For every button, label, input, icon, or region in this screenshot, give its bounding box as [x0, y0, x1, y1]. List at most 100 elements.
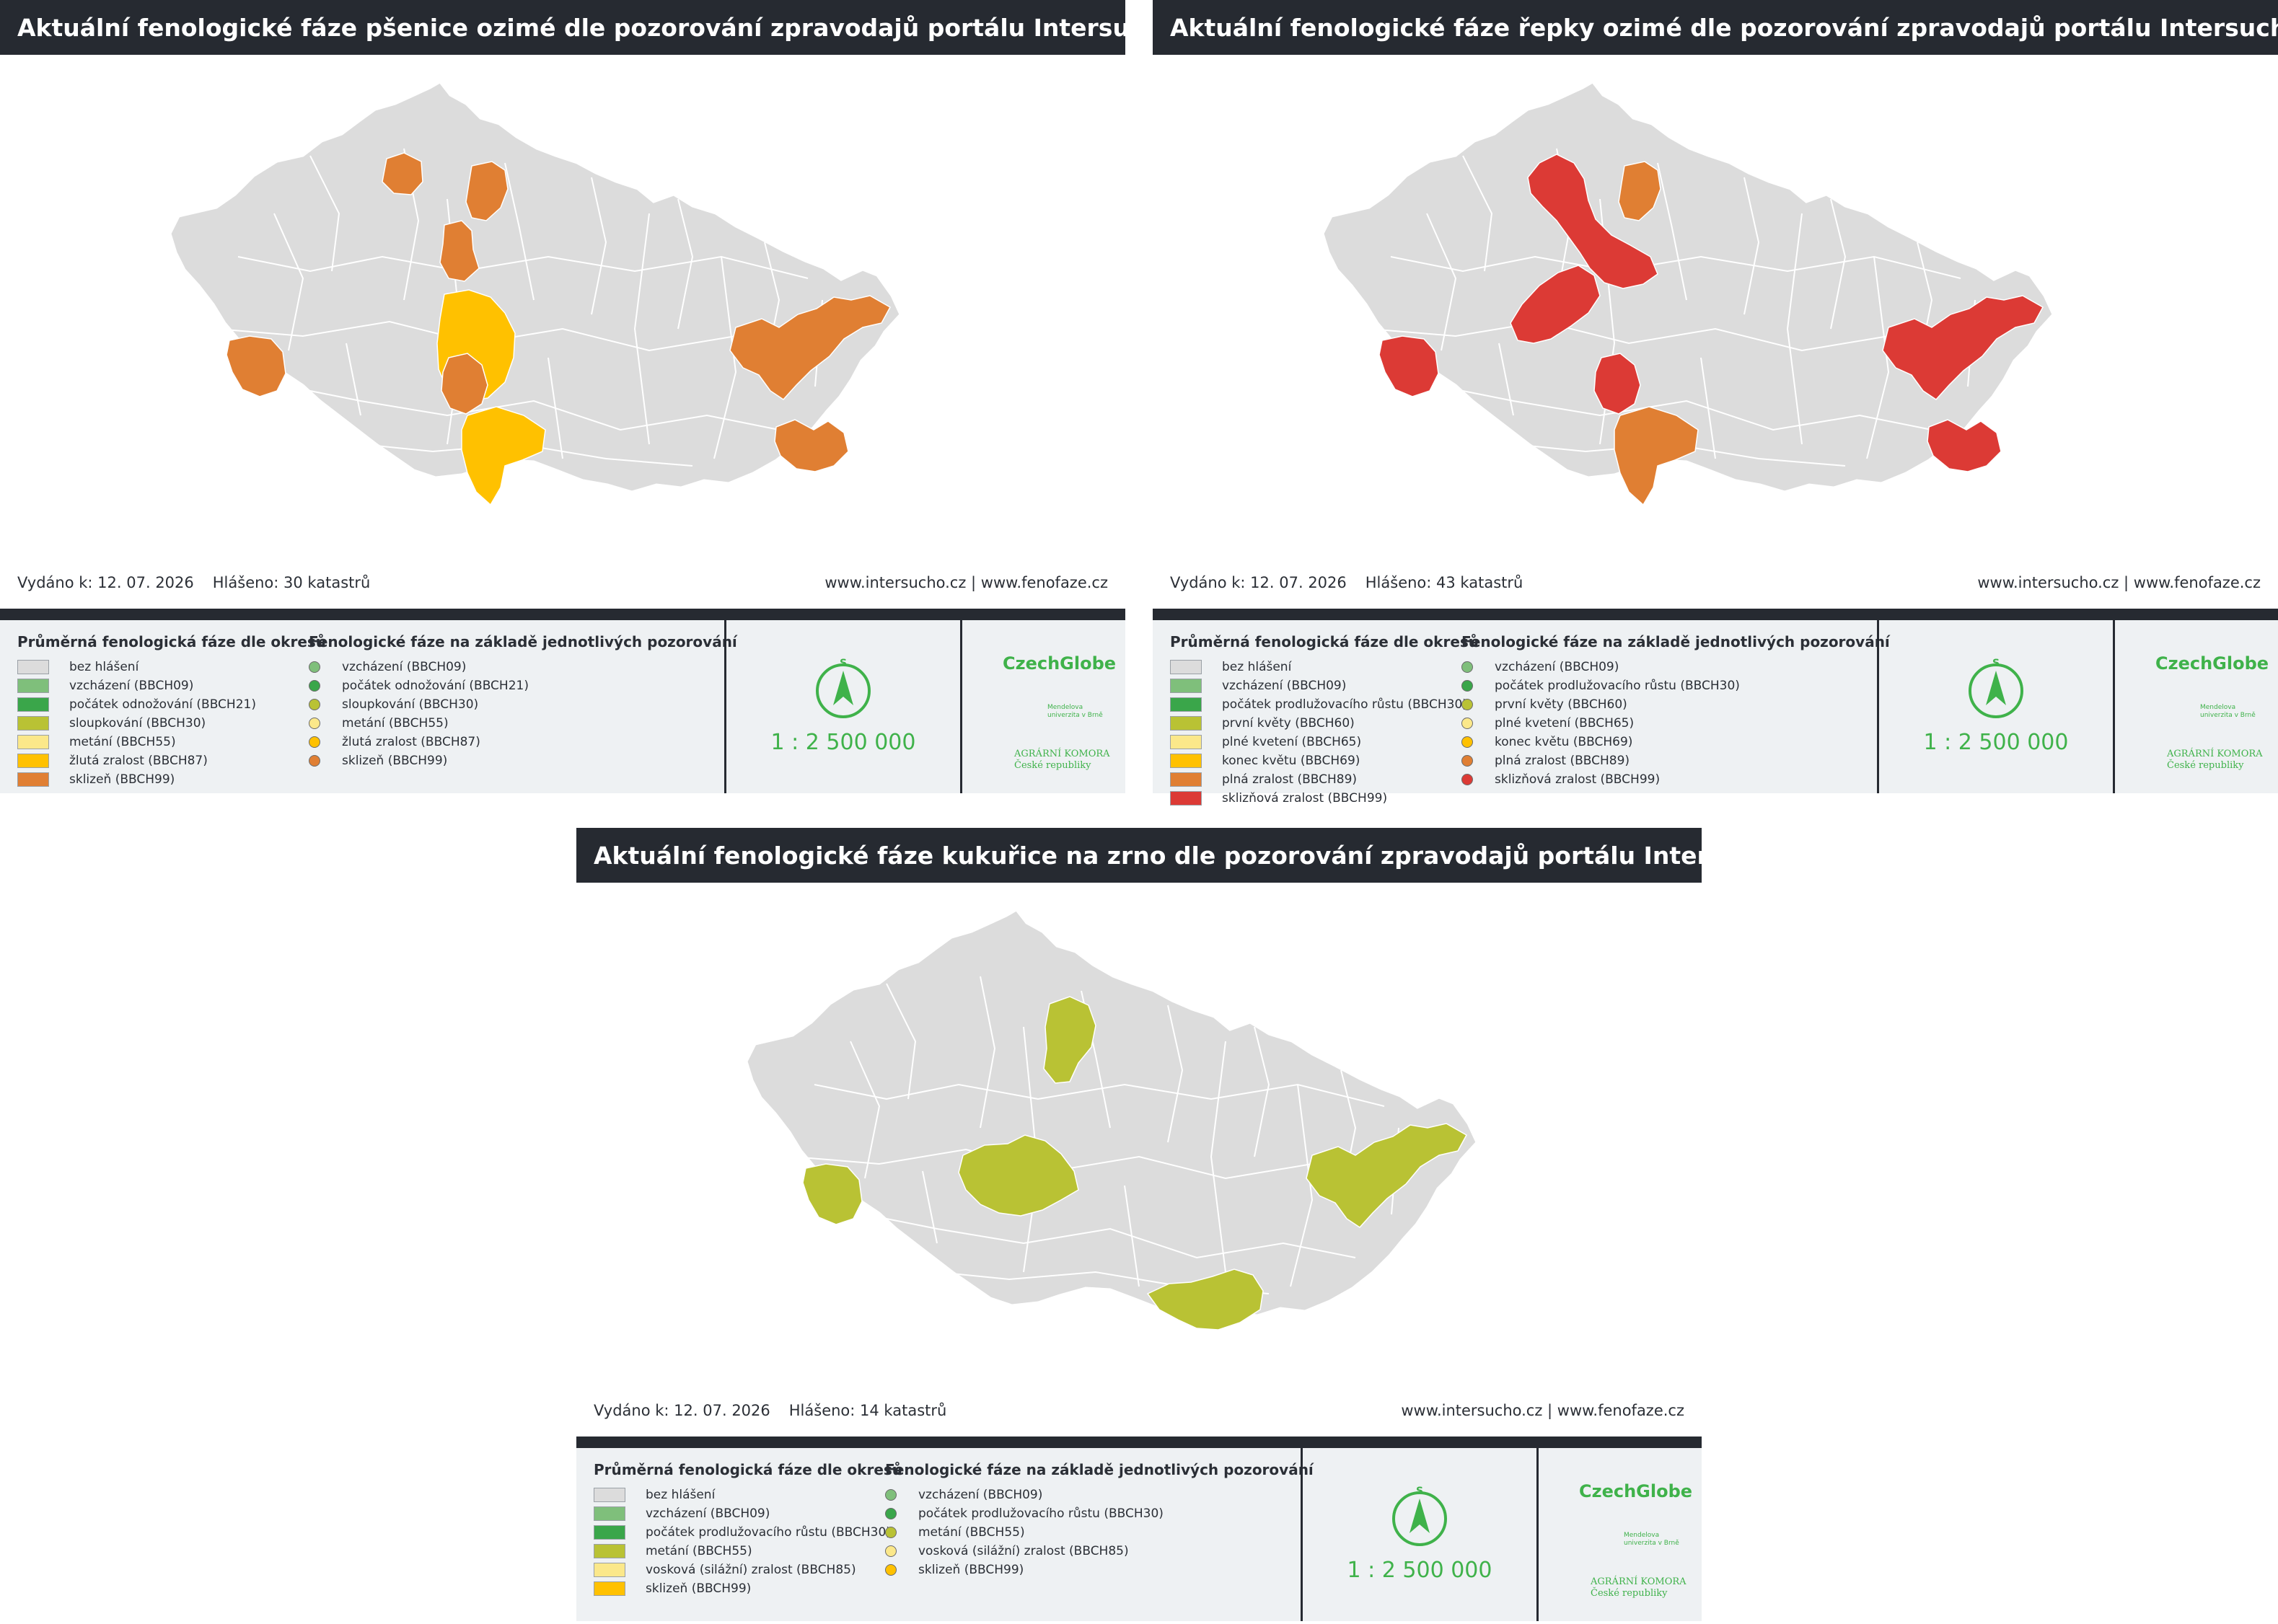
district-legend-item: bez hlášení [1170, 658, 1479, 676]
mendel-university-logo: Mendelova univerzita v Brně [2200, 704, 2256, 719]
legend-swatch [1170, 716, 1202, 731]
legend-separator [960, 620, 962, 793]
region-olomouc[interactable] [1306, 1123, 1468, 1228]
district-legend-item: konec květu (BBCH69) [1170, 751, 1479, 770]
issued-date: Vydáno k: 12. 07. 2026 [594, 1402, 770, 1419]
region-klatovy[interactable] [802, 1163, 863, 1225]
scale-box: S 1 : 2 500 000 [726, 620, 960, 793]
district-border [850, 1041, 881, 1179]
legend-swatch [594, 1544, 625, 1558]
legend-dot-icon [309, 718, 320, 729]
region-liberecko[interactable] [1618, 161, 1661, 221]
district-legend-item: počátek odnožování (BBCH21) [17, 695, 326, 714]
district-border [288, 386, 780, 431]
logos: CzechGlobe Mendelova univerzita v Brně A… [1539, 1448, 1702, 1621]
country-outline [169, 81, 902, 493]
legend-swatch [594, 1506, 625, 1521]
district-border [591, 177, 607, 315]
czech-map [1321, 81, 2054, 506]
district-legend-title: Průměrná fenologická fáze dle okresů [1170, 633, 1479, 650]
district-legend-item: sloupkování (BBCH30) [17, 714, 326, 733]
region-central[interactable] [958, 1134, 1079, 1217]
north-label: S [1416, 1486, 1423, 1497]
legend-dot-icon [1461, 699, 1473, 710]
legend-label: bez hlášení [646, 1488, 716, 1502]
reported-count: Hlášeno: 14 katastrů [788, 1402, 947, 1419]
district-border [1498, 343, 1514, 416]
panel-title: Aktuální fenologické fáze pšenice ozimé … [0, 0, 1125, 55]
region-central-north[interactable] [439, 220, 480, 282]
observation-legend-item: žlutá zralost (BBCH87) [309, 733, 737, 751]
region-liberecko[interactable] [465, 161, 509, 221]
district-border [1866, 256, 1890, 459]
district-legend-item: počátek prodlužovacího růstu (BBCH30) [594, 1523, 902, 1542]
website-links[interactable]: www.intersucho.cz | www.fenofaze.cz [1401, 1402, 1684, 1419]
legend-label: první květy (BBCH60) [1495, 697, 1627, 712]
region-central-belt[interactable] [1510, 265, 1601, 344]
region-budejovice[interactable] [1614, 406, 1699, 506]
region-klatovy[interactable] [1378, 335, 1439, 397]
czechglobe-logo: CzechGlobe [1003, 653, 1117, 674]
legend-label: sklizňová zralost (BBCH99) [1222, 791, 1388, 806]
region-znojmo[interactable] [1146, 1268, 1264, 1330]
region-tabor[interactable] [1593, 353, 1641, 415]
divider [0, 609, 1125, 620]
scale-box: S 1 : 2 500 000 [1303, 1448, 1536, 1621]
agrarni-komora-logo: AGRÁRNÍ KOMORA České republiky [2167, 749, 2263, 771]
observation-legend-item: sklizeň (BBCH99) [309, 751, 737, 770]
legend-label: vosková (silážní) zralost (BBCH85) [646, 1563, 856, 1577]
panel-title: Aktuální fenologické fáze kukuřice na zr… [576, 828, 1702, 883]
website-links[interactable]: www.intersucho.cz | www.fenofaze.cz [824, 574, 1108, 591]
north-label: S [840, 658, 847, 669]
legend-label: sklizeň (BBCH99) [918, 1563, 1024, 1577]
observation-legend-title: Fenologické fáze na základě jednotlivých… [1461, 633, 1890, 650]
legend-dot-icon [885, 1489, 897, 1501]
czechglobe-logo: CzechGlobe [1579, 1481, 1693, 1501]
mendel-university-logo: Mendelova univerzita v Brně [1624, 1532, 1679, 1547]
country-outline [1321, 81, 2054, 493]
website-links[interactable]: www.intersucho.cz | www.fenofaze.cz [1977, 574, 2261, 591]
legend-swatch [17, 660, 49, 674]
observation-legend-item: sklizňová zralost (BBCH99) [1461, 770, 1890, 789]
legend-separator [1536, 1448, 1539, 1621]
region-olomouc[interactable] [1882, 295, 2044, 400]
legend-swatch [1170, 791, 1202, 806]
region-north-central[interactable] [1527, 154, 1658, 289]
region-mlada-boleslav[interactable] [1043, 996, 1096, 1084]
region-hodonin[interactable] [1927, 419, 2002, 472]
district-legend-item: žlutá zralost (BBCH87) [17, 751, 326, 770]
legend-dot-icon [885, 1545, 897, 1557]
legend-area: Průměrná fenologická fáze dle okresů bez… [576, 1448, 1702, 1621]
district-border [1290, 1084, 1314, 1287]
legend-label: počátek prodlužovacího růstu (BBCH30) [1495, 679, 1740, 693]
reported-count: Hlášeno: 30 katastrů [212, 574, 371, 591]
region-ustecko[interactable] [382, 152, 423, 195]
region-olomouc[interactable] [729, 295, 892, 400]
district-border [886, 983, 917, 1100]
region-tabor[interactable] [441, 353, 488, 415]
district-border [1390, 255, 1961, 279]
region-budejovice[interactable] [461, 406, 546, 506]
district-legend-item: bez hlášení [17, 658, 326, 676]
observation-legend-item: počátek prodlužovacího růstu (BBCH30) [885, 1504, 1314, 1523]
observation-legend-item: první květy (BBCH60) [1461, 695, 1890, 714]
region-klatovy[interactable] [226, 335, 286, 397]
legend-label: metání (BBCH55) [342, 716, 449, 731]
district-legend-item: vosková (silážní) zralost (BBCH85) [594, 1561, 902, 1579]
legend-label: vzcházení (BBCH09) [1222, 679, 1347, 693]
region-hodonin[interactable] [774, 419, 849, 472]
legend-swatch [17, 716, 49, 731]
legend-swatch [17, 679, 49, 693]
legend-label: počátek prodlužovacího růstu (BBCH30) [1222, 697, 1467, 712]
legend-label: bez hlášení [69, 660, 139, 674]
scale-box: S 1 : 2 500 000 [1879, 620, 2113, 793]
legend-separator [724, 620, 726, 793]
legend-label: sklizňová zralost (BBCH99) [1495, 772, 1661, 787]
north-arrow-icon: S [1392, 1486, 1447, 1546]
legend-separator [1877, 620, 1879, 793]
legend-label: vzcházení (BBCH09) [342, 660, 467, 674]
panel-title: Aktuální fenologické fáze řepky ozimé dl… [1153, 0, 2278, 55]
observation-legend-item: sloupkování (BBCH30) [309, 695, 737, 714]
legend-swatch [594, 1525, 625, 1540]
legend-dot-icon [885, 1527, 897, 1538]
